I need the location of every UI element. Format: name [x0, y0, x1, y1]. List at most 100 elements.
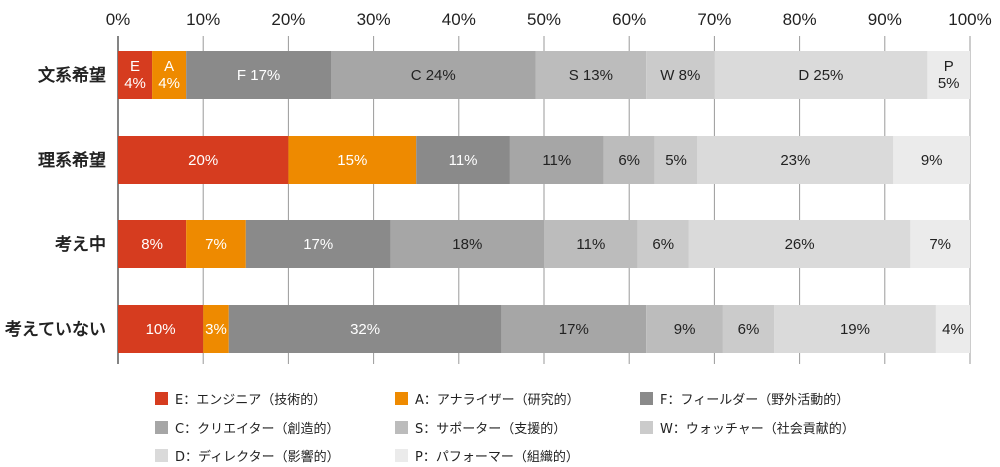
data-label: 8%	[141, 236, 163, 253]
data-label: 6%	[652, 236, 674, 253]
bar-segment-c	[331, 51, 536, 99]
bar-segment-e	[118, 51, 153, 99]
x-tick-label: 50%	[527, 10, 561, 29]
data-label: W 8%	[660, 67, 700, 84]
bar-segment-c	[509, 136, 604, 184]
legend-label: D：ディレクター（影響的）	[175, 449, 340, 465]
legend-item-p: P：パフォーマー（組織的）	[395, 444, 579, 466]
data-label: S 13%	[569, 67, 613, 84]
data-label: 7%	[205, 236, 227, 253]
data-label: 18%	[452, 236, 482, 253]
bar-segment-d	[774, 305, 936, 353]
data-label: F 17%	[237, 67, 280, 84]
x-tick-label: 60%	[612, 10, 646, 29]
data-label: 5%	[665, 152, 687, 169]
data-label: 11%	[576, 236, 605, 253]
bar-segment-a	[186, 220, 246, 268]
bar-segment-e	[118, 305, 204, 353]
legend-swatch	[640, 391, 653, 405]
data-label: 23%	[780, 152, 810, 169]
legend-swatch	[395, 391, 408, 405]
legend-swatch	[640, 420, 653, 434]
bar-segment-s	[544, 220, 638, 268]
legend-swatch	[155, 420, 168, 434]
x-tick-label: 30%	[357, 10, 391, 29]
legend-label: C：クリエイター（創造的）	[175, 421, 340, 437]
legend-item-f: F：フィールダー（野外活動的）	[640, 387, 849, 409]
data-label: D 25%	[798, 67, 843, 84]
data-label: 20%	[188, 152, 218, 169]
x-tick-label: 90%	[868, 10, 902, 29]
data-label: C 24%	[411, 67, 456, 84]
legend-label: F：フィールダー（野外活動的）	[660, 392, 850, 408]
legend-item-d: D：ディレクター（影響的）	[155, 444, 340, 466]
bar-segment-d	[714, 51, 928, 99]
bar-segment-d	[697, 136, 894, 184]
bar-segment-w	[722, 305, 775, 353]
data-label: 17%	[303, 236, 333, 253]
legend-item-c: C：クリエイター（創造的）	[155, 416, 340, 438]
x-tick-label: 80%	[783, 10, 817, 29]
x-tick-label: 70%	[697, 10, 731, 29]
data-label: 4%	[942, 321, 964, 338]
data-label: 26%	[785, 236, 815, 253]
data-label: 15%	[337, 152, 367, 169]
legend-swatch	[395, 420, 408, 434]
legend-label: E：エンジニア（技術的）	[175, 392, 327, 408]
bar-segment-s	[535, 51, 647, 99]
category-label: 理系希望	[38, 150, 106, 171]
bar-segment-a	[152, 51, 187, 99]
bar-segment-p	[927, 51, 970, 99]
data-label: A 4%	[158, 58, 180, 92]
bar-segment-p	[893, 136, 970, 184]
bar-segment-s	[646, 305, 723, 353]
category-label: 考え中	[54, 234, 106, 255]
bar-segment-e	[118, 220, 187, 268]
legend-item-e: E：エンジニア（技術的）	[155, 387, 326, 409]
data-label: 19%	[840, 321, 870, 338]
legend-item-w: W：ウォッチャー（社会貢献的）	[640, 416, 855, 438]
x-tick-label: 0%	[106, 10, 131, 29]
data-label: 9%	[921, 152, 943, 169]
legend-label: A：アナライザー（研究的）	[415, 392, 580, 408]
x-tick-label: 100%	[948, 10, 991, 29]
bar-segment-f	[228, 305, 502, 353]
data-label: P 5%	[938, 58, 960, 92]
x-tick-label: 20%	[271, 10, 305, 29]
bar-segment-a	[203, 305, 229, 353]
data-label: E 4%	[124, 58, 146, 92]
legend-label: W：ウォッチャー（社会貢献的）	[660, 421, 855, 437]
bar-segment-c	[390, 220, 544, 268]
category-label: 文系希望	[38, 65, 106, 86]
legend-item-a: A：アナライザー（研究的）	[395, 387, 580, 409]
bar-segment-e	[118, 136, 289, 184]
bar-segment-c	[501, 305, 647, 353]
legend-swatch	[395, 448, 408, 462]
bar-segment-w	[637, 220, 689, 268]
data-label: 9%	[674, 321, 696, 338]
bar-segment-f	[186, 51, 331, 99]
bar-segment-p	[910, 220, 970, 268]
legend-label: P：パフォーマー（組織的）	[415, 449, 579, 465]
bar-segment-f	[245, 220, 391, 268]
bar-segment-w	[646, 51, 715, 99]
data-label: 32%	[350, 321, 380, 338]
legend-item-s: S：サポーター（支援的）	[395, 416, 566, 438]
bar-segment-d	[688, 220, 911, 268]
bar-segment-p	[935, 305, 970, 353]
bar-segment-a	[288, 136, 417, 184]
data-label: 3%	[205, 321, 227, 338]
data-label: 6%	[738, 321, 760, 338]
data-label: 11%	[449, 152, 478, 169]
data-label: 11%	[542, 152, 571, 169]
category-label: 考えていない	[4, 319, 106, 340]
data-label: 17%	[559, 321, 589, 338]
legend-swatch	[155, 391, 168, 405]
data-label: 7%	[929, 236, 951, 253]
x-tick-label: 40%	[442, 10, 476, 29]
data-label: 6%	[618, 152, 640, 169]
legend-swatch	[155, 448, 168, 462]
bar-segment-s	[603, 136, 655, 184]
legend-label: S：サポーター（支援的）	[415, 421, 567, 437]
